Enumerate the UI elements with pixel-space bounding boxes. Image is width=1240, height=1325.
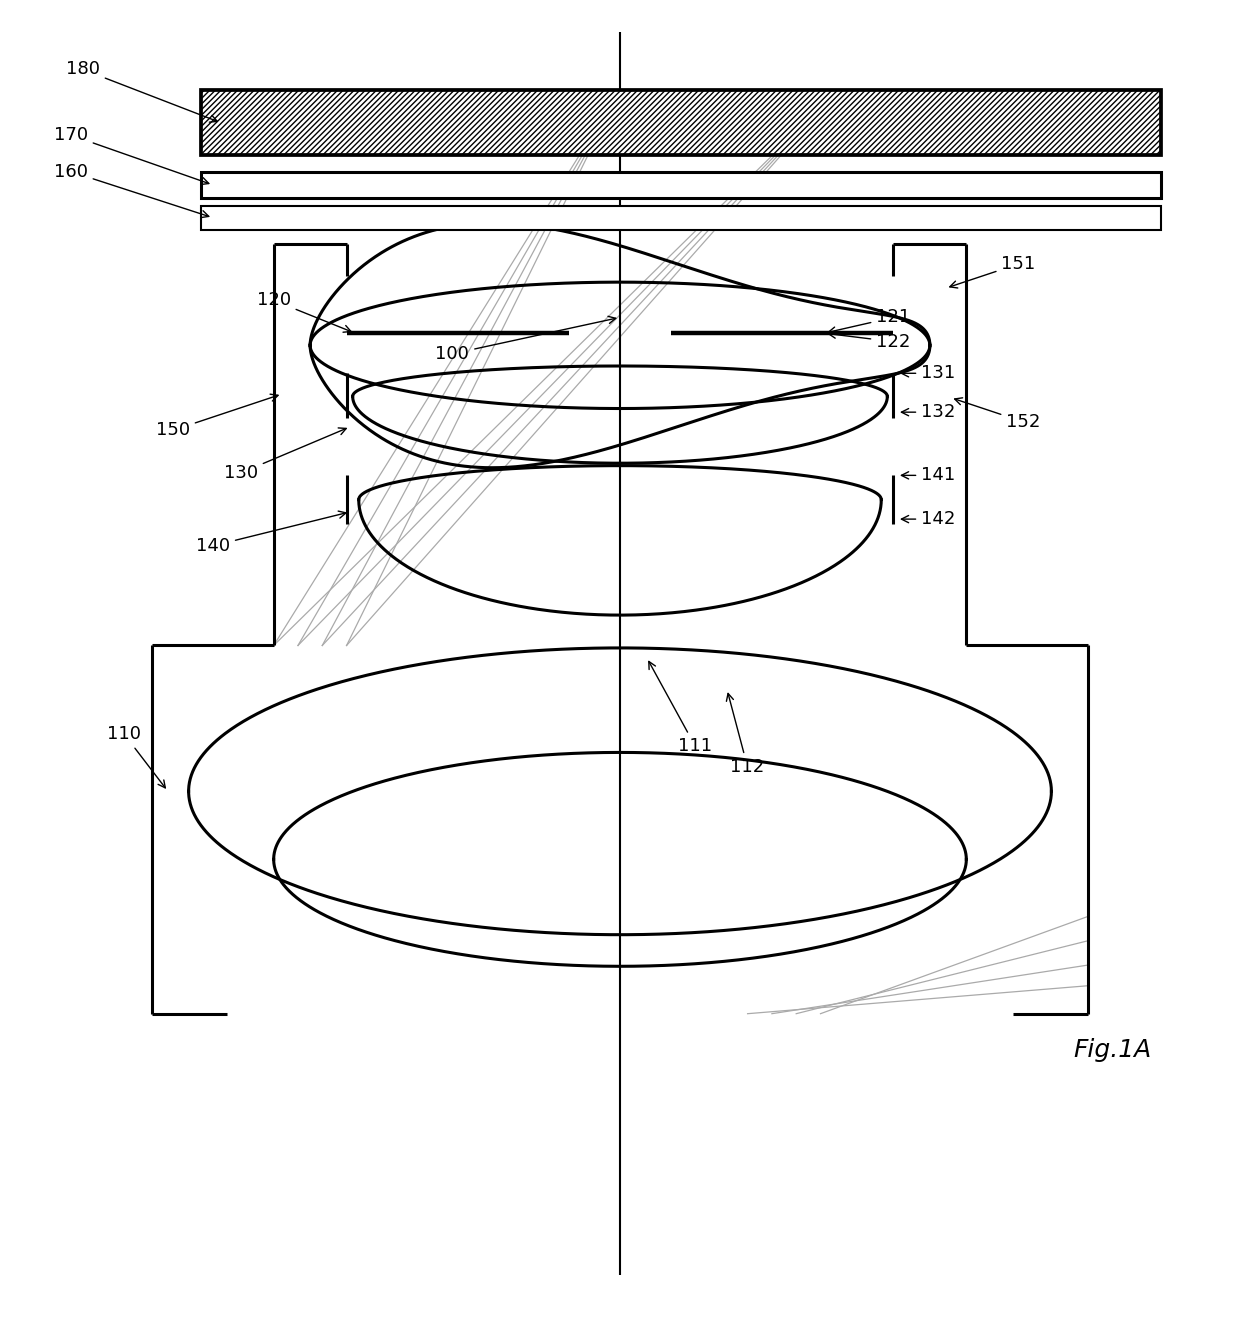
Bar	[201, 171, 1161, 199]
Text: 132: 132	[901, 403, 956, 421]
Text: 112: 112	[727, 693, 765, 776]
Text: 141: 141	[901, 466, 956, 485]
Text: 170: 170	[53, 126, 208, 184]
Text: 130: 130	[223, 428, 346, 482]
Bar	[201, 90, 1161, 155]
Text: 120: 120	[257, 292, 351, 333]
Text: Fig.1A: Fig.1A	[1073, 1039, 1151, 1063]
Text: 152: 152	[955, 398, 1040, 431]
Text: 180: 180	[66, 61, 217, 122]
Bar	[201, 90, 1161, 155]
Text: 110: 110	[107, 725, 165, 788]
Text: 140: 140	[196, 511, 346, 555]
Text: 122: 122	[828, 331, 910, 351]
Text: 131: 131	[901, 364, 956, 383]
Text: 151: 151	[950, 254, 1035, 288]
Text: 100: 100	[435, 317, 616, 363]
Text: 150: 150	[156, 394, 278, 440]
Text: 121: 121	[828, 309, 910, 334]
Text: 142: 142	[901, 510, 956, 529]
Bar	[201, 205, 1161, 231]
Text: 160: 160	[53, 163, 208, 217]
Text: 111: 111	[649, 661, 713, 755]
